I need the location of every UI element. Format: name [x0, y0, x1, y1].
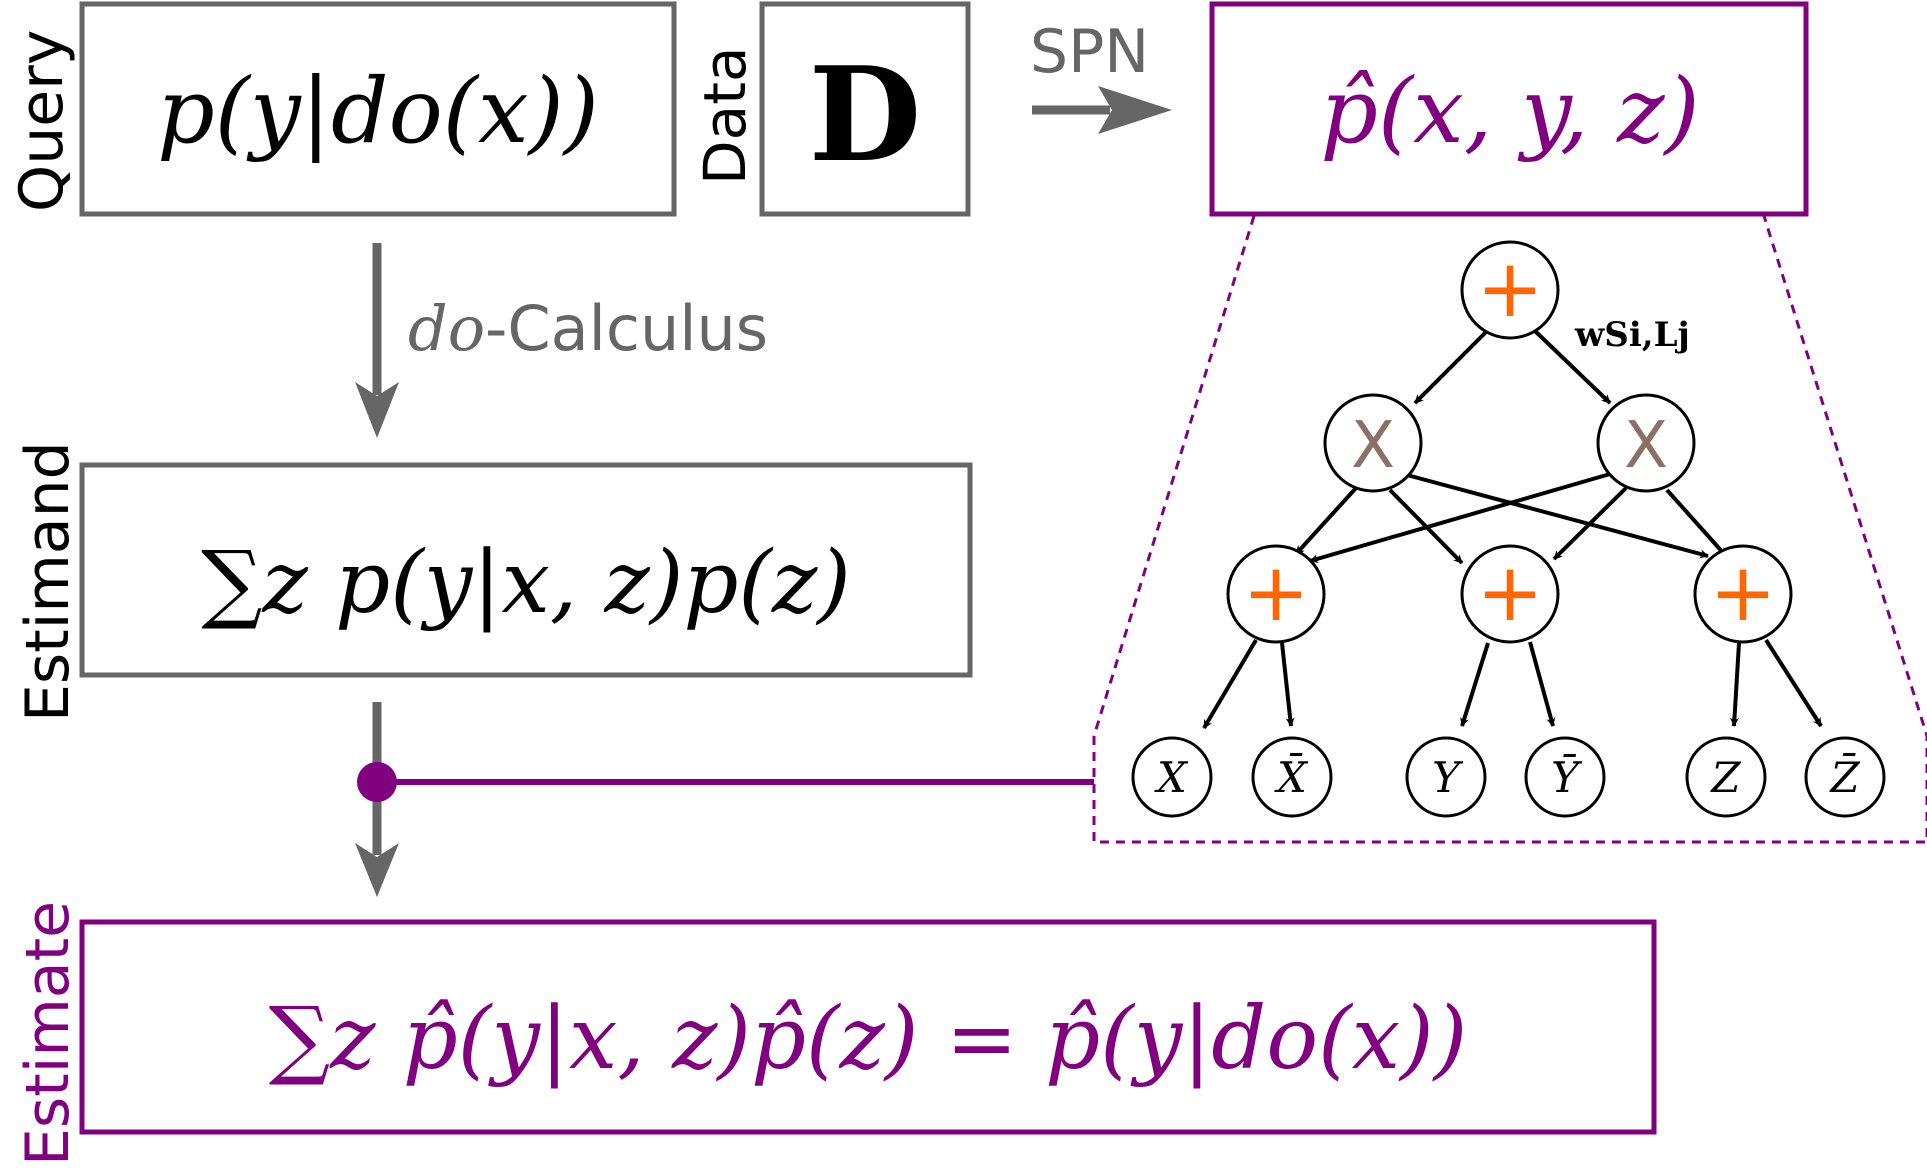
data-symbol: D — [809, 38, 922, 191]
estimate-box — [79, 919, 1657, 1135]
product-node-symbol: X — [1624, 409, 1668, 483]
leaf-node-label: Y — [1432, 753, 1464, 802]
data-label: Data — [691, 47, 759, 186]
leaf-node: Ȳ — [1524, 736, 1606, 818]
leaf-node-label: X̄ — [1274, 751, 1309, 802]
do-calculus-label: do-Calculus — [408, 292, 768, 365]
join-dot — [357, 762, 397, 802]
spn-joint-formula: p̂(x, y, z) — [1320, 59, 1699, 164]
query-box — [79, 1, 677, 217]
leaf-node-label: X — [1154, 753, 1189, 802]
leaf-node: X̄ — [1251, 736, 1333, 818]
spn-label: SPN — [1030, 17, 1149, 87]
spn-edges — [1202, 328, 1823, 730]
estimate-formula: ∑z p̂(y|x, z)p̂(z) = p̂(y|do(x)) — [269, 989, 1468, 1089]
estimand-formula: ∑z p(y|x, z)p(z) — [201, 533, 851, 633]
sum-node-symbol: + — [1709, 546, 1776, 639]
do-calculus-arrow — [355, 243, 399, 438]
sum-node-symbol: + — [1476, 546, 1543, 639]
spn-joint-box — [1209, 1, 1809, 217]
data-box — [759, 1, 971, 217]
do-calculus-rest: -Calculus — [485, 292, 768, 365]
estimate-label: Estimate — [13, 901, 83, 1166]
spn-zoom-outline — [1092, 215, 1927, 844]
estimand-label: Estimand — [13, 441, 83, 722]
sum-node: + — [1226, 544, 1326, 644]
do-calculus-do: do — [408, 292, 485, 365]
query-formula: p(y|do(x)) — [157, 59, 599, 164]
sum-node: + — [1460, 240, 1560, 340]
leaf-node-label: Ȳ — [1551, 753, 1583, 802]
sum-node-symbol: + — [1242, 546, 1309, 639]
product-node: X — [1323, 393, 1423, 493]
product-node: X — [1596, 393, 1696, 493]
sum-node: + — [1460, 544, 1560, 644]
leaf-node: Z — [1685, 736, 1767, 818]
sum-node-symbol: + — [1476, 242, 1543, 335]
spn-weight-label: wSi,Lj — [1574, 315, 1690, 355]
leaf-node: Z̄ — [1804, 736, 1886, 818]
leaf-node: X — [1131, 736, 1213, 818]
leaf-node-label: Z — [1709, 753, 1741, 802]
sum-node: + — [1693, 544, 1793, 644]
leaf-node: Y — [1405, 736, 1487, 818]
estimand-box — [79, 462, 973, 678]
spn-arrow — [1032, 86, 1172, 134]
query-label: Query — [7, 30, 77, 212]
leaf-node-label: Z̄ — [1828, 751, 1860, 802]
product-node-symbol: X — [1351, 409, 1395, 483]
